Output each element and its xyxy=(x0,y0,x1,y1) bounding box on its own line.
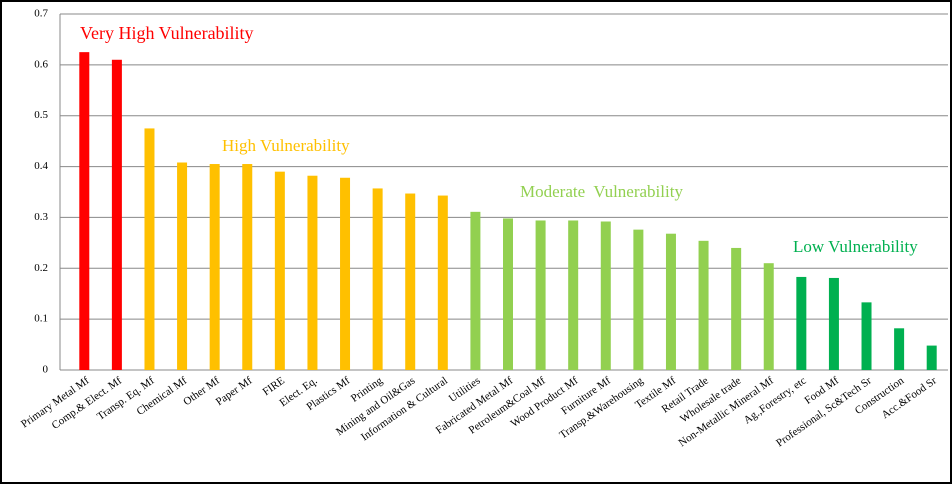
y-tick-label: 0.6 xyxy=(34,58,48,70)
bar xyxy=(437,195,448,370)
y-tick-label: 0.4 xyxy=(34,160,48,172)
bar xyxy=(828,277,839,370)
bar xyxy=(274,171,285,370)
bar xyxy=(111,59,122,371)
bar xyxy=(600,221,611,370)
bar xyxy=(926,345,937,370)
bar xyxy=(763,263,774,370)
bar xyxy=(796,276,807,370)
bar xyxy=(568,220,579,370)
bar xyxy=(340,177,351,370)
bar xyxy=(861,302,872,370)
bar xyxy=(665,233,676,370)
y-tick-label: 0.3 xyxy=(34,211,48,223)
bar xyxy=(372,188,383,370)
bar xyxy=(79,52,90,371)
bar xyxy=(698,240,709,370)
bar xyxy=(894,328,905,370)
annotation: High Vulnerability xyxy=(222,136,350,155)
bar xyxy=(470,211,481,370)
bar xyxy=(405,193,416,370)
bar xyxy=(503,218,513,370)
bar xyxy=(307,175,318,370)
bar xyxy=(144,128,155,370)
bar xyxy=(633,229,644,370)
bar xyxy=(242,164,253,370)
annotation: Very High Vulnerability xyxy=(80,23,254,43)
y-tick-label: 0.5 xyxy=(34,109,48,121)
y-tick-label: 0.1 xyxy=(34,313,48,325)
y-tick-label: 0.7 xyxy=(34,8,48,20)
bar xyxy=(177,162,188,370)
bar xyxy=(535,220,546,370)
annotation: Low Vulnerability xyxy=(793,237,918,256)
bar xyxy=(731,247,742,370)
y-tick-label: 0 xyxy=(43,364,49,376)
y-tick-label: 0.2 xyxy=(34,262,48,274)
bar xyxy=(209,164,220,370)
annotation: Moderate Vulnerability xyxy=(520,182,683,201)
